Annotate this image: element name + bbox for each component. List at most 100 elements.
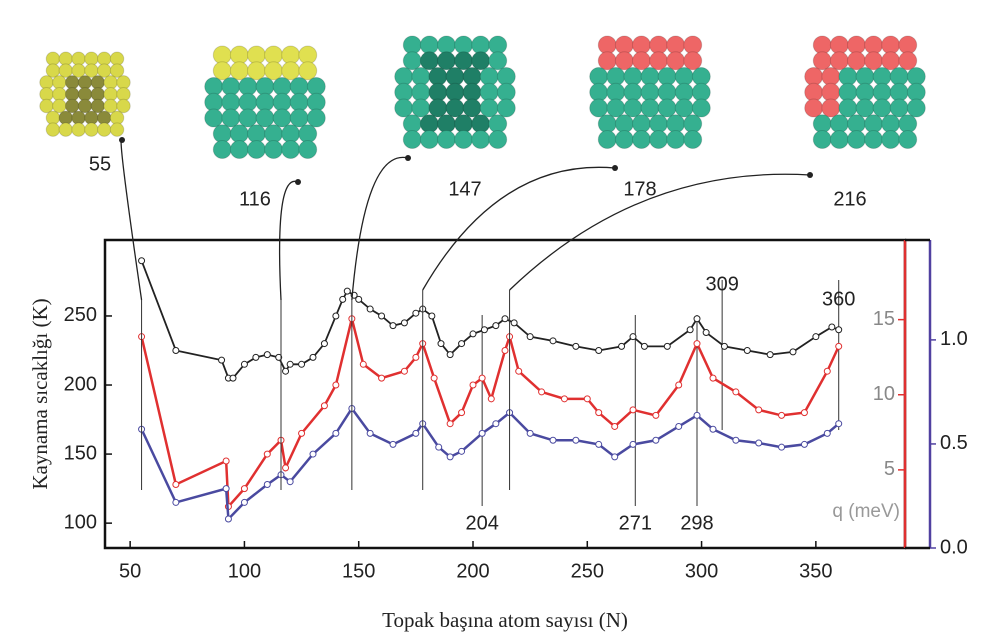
data-point <box>502 316 508 322</box>
data-point <box>173 499 179 505</box>
cluster-arrow <box>510 174 810 290</box>
x-tick-label: 350 <box>799 560 832 582</box>
data-point <box>447 352 453 358</box>
atom <box>830 52 848 70</box>
atom <box>230 62 248 80</box>
atom <box>480 99 498 117</box>
atom <box>78 99 92 113</box>
data-point <box>596 410 602 416</box>
data-point <box>367 306 373 312</box>
data-point <box>573 343 579 349</box>
atom <box>882 52 900 70</box>
data-point <box>829 324 835 330</box>
atom <box>110 64 124 78</box>
atom <box>282 141 300 159</box>
y2-tick-label: 5 <box>884 458 895 480</box>
atom <box>46 64 60 78</box>
atom <box>813 131 831 149</box>
data-point <box>767 352 773 358</box>
cluster-image <box>805 36 926 149</box>
atom <box>420 131 438 149</box>
atom <box>299 141 317 159</box>
data-point <box>488 396 494 402</box>
atom <box>429 99 447 117</box>
atom <box>472 52 490 70</box>
atom <box>822 99 840 117</box>
y2-axis-label: q (meV) <box>832 501 900 522</box>
atom <box>412 99 430 117</box>
data-point <box>219 357 225 363</box>
data-point <box>413 310 419 316</box>
atom <box>290 109 308 127</box>
data-point <box>527 430 533 436</box>
data-point <box>596 347 602 353</box>
data-point <box>413 354 419 360</box>
atom <box>658 99 676 117</box>
data-point <box>836 421 842 427</box>
atom <box>463 99 481 117</box>
data-point <box>173 481 179 487</box>
data-point <box>470 331 476 337</box>
data-point <box>630 441 636 447</box>
y-axis-label: Kaynama sıcaklığı (K) <box>28 298 52 489</box>
data-point <box>429 313 435 319</box>
arrow-head <box>612 165 618 171</box>
atom <box>615 131 633 149</box>
data-point <box>790 349 796 355</box>
atom <box>97 64 111 78</box>
x-tick-label: 150 <box>342 560 375 582</box>
data-point <box>479 375 485 381</box>
data-point <box>694 316 700 322</box>
data-point <box>756 440 762 446</box>
data-point <box>653 412 659 418</box>
data-point <box>676 382 682 388</box>
cluster-label: 55 <box>89 153 111 175</box>
data-point <box>573 437 579 443</box>
data-point <box>676 423 682 429</box>
atom <box>72 64 86 78</box>
data-point <box>836 327 842 333</box>
data-point <box>264 352 270 358</box>
atom <box>46 123 60 137</box>
atom <box>72 123 86 137</box>
atom <box>899 131 917 149</box>
data-point <box>694 341 700 347</box>
data-point <box>367 430 373 436</box>
atom <box>632 131 650 149</box>
data-point <box>379 375 385 381</box>
data-point <box>493 421 499 427</box>
atom <box>856 99 874 117</box>
atom <box>847 52 865 70</box>
data-point <box>459 341 465 347</box>
data-point <box>230 375 236 381</box>
data-point <box>721 343 727 349</box>
data-point <box>516 368 522 374</box>
cluster-image <box>395 36 516 149</box>
atom <box>40 99 54 113</box>
y-tick-label: 100 <box>64 511 97 533</box>
atom <box>213 141 231 159</box>
y3-tick-label: 0.5 <box>940 432 968 454</box>
data-point <box>438 341 444 347</box>
data-point <box>630 334 636 340</box>
x-tick-label: 50 <box>119 560 141 582</box>
x-tick-label: 200 <box>456 560 489 582</box>
data-point <box>733 437 739 443</box>
data-point <box>283 368 289 374</box>
data-point <box>447 454 453 460</box>
atom <box>650 131 668 149</box>
atom <box>455 131 473 149</box>
atom <box>590 99 608 117</box>
atom <box>650 52 668 70</box>
atom <box>489 131 507 149</box>
x-tick-label: 300 <box>685 560 718 582</box>
x-axis-label: Topak başına atom sayısı (N) <box>382 608 628 632</box>
data-point <box>612 454 618 460</box>
data-point <box>744 347 750 353</box>
cluster-label: 178 <box>623 178 656 200</box>
atom <box>282 62 300 80</box>
atom <box>632 52 650 70</box>
data-point <box>413 430 419 436</box>
atom <box>273 109 291 127</box>
data-point <box>223 486 229 492</box>
